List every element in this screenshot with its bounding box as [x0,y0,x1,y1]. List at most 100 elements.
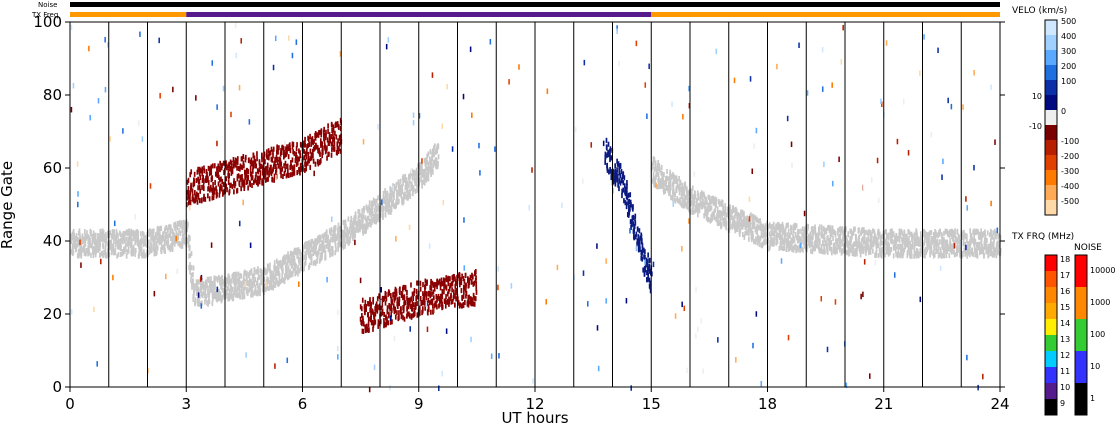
scatter-cell [190,169,193,175]
scatter-cell [431,298,434,304]
scatter-cell [376,308,379,314]
scatter-cell [623,198,625,204]
scatter-cell [814,231,817,237]
scatter-cell [955,236,957,242]
scatter-cell [389,190,392,196]
scatter-cell [203,168,206,174]
scatter-cell [278,145,280,151]
scatter-cell [468,279,471,285]
scatter-cell [98,243,100,249]
scatter-cell [197,286,200,292]
scatter-cell [369,222,372,228]
scatter-cell [186,195,188,201]
scatter-cell [338,135,341,141]
scatter-cell [609,168,612,174]
scatter-cell [262,276,264,282]
scatter-cell [312,240,315,246]
scatter-cell [910,244,913,250]
txfreq-bar-label: TX Freq [31,11,58,19]
scatter-cell [467,283,470,289]
scatter-cell [160,247,162,253]
scatter-cell [201,300,203,306]
scatter-cell [299,257,301,263]
scatter-cell [649,288,652,294]
scatter-cell [430,281,432,287]
scatter-cell [309,148,312,154]
scatter-cell [623,175,626,181]
scatter-cell [187,221,189,227]
scatter-cell [814,234,817,240]
scatter-cell [461,273,463,279]
txfreq-segment-1 [186,12,652,17]
scatter-cell [386,199,389,205]
scatter-cell [322,149,324,155]
scatter-cell [423,171,426,177]
scatter-cell [195,194,198,200]
scatter-cell [286,260,289,266]
scatter-cell [352,219,355,226]
scatter-cell [230,170,233,176]
scatter-cell [721,211,723,217]
scatter-cell [752,234,754,240]
scatter-cell [937,245,940,251]
scatter-cell [394,185,397,192]
scatter-cell [334,130,336,136]
scatter-cell [662,178,665,184]
scatter-cell [243,185,246,192]
scatter-cell [312,260,315,266]
scatter-cell [126,229,129,235]
scatter-cell [440,281,443,287]
scatter-cell [168,244,171,250]
scatter-cell [713,197,715,203]
scatter-cell [396,199,398,205]
scatter-cell [283,278,286,285]
scatter-cell [869,229,872,236]
scatter-cell [254,178,256,184]
scatter-cell [725,217,727,223]
scatter-cell [861,248,863,254]
scatter-cell [88,250,91,256]
scatter-cell [329,252,331,258]
scatter-cell [814,246,816,252]
scatter-cell [240,186,243,192]
scatter-cell [421,300,424,306]
scatter-cell [314,244,316,250]
scatter-cell [287,154,290,160]
scatter-cell [290,251,293,257]
scatter-cell [364,327,367,334]
scatter-cell [424,305,426,311]
scatter-cell [968,250,970,256]
scatter-cell [421,172,423,178]
scatter-cell [312,250,315,257]
scatter-cell [424,284,426,290]
scatter-cell [89,228,92,234]
scatter-cell [654,178,657,184]
scatter-cell [207,193,209,199]
scatter-cell [720,222,723,228]
scatter-cell [643,254,645,260]
scatter-cell [305,150,308,156]
scatter-cell [349,223,352,229]
scatter-cell [125,242,127,248]
scatter-cell [292,267,295,273]
scatter-cell [694,190,696,196]
scatter-cell [813,229,816,235]
scatter-cell [675,187,678,193]
scatter-cell [470,279,473,285]
scatter-cell [647,270,649,276]
scatter-cell [892,253,895,259]
scatter-cell [826,246,829,252]
scatter-cell [753,214,755,220]
scatter-cell [944,229,947,235]
scatter-cell [644,267,647,273]
scatter-cell [751,230,754,236]
scatter-cell [419,161,421,167]
scatter-cell [280,150,283,156]
scatter-cell [374,311,377,317]
scatter-cell [425,295,428,301]
scatter-cell [361,297,364,303]
scatter-cell [217,163,220,169]
scatter-cell [928,237,931,243]
scatter-cell [962,238,965,244]
scatter-cell [242,279,244,285]
